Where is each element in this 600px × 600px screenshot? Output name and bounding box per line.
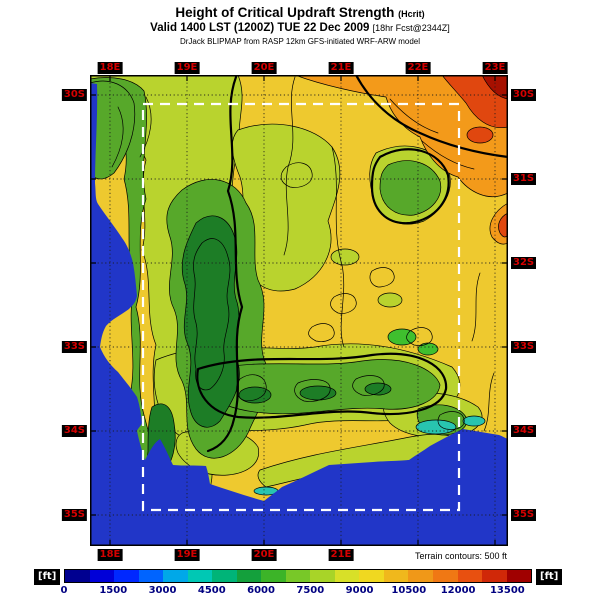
lon-label-bottom-19E: 19E [174, 549, 200, 561]
colorbar-segment [212, 570, 237, 582]
colorbar-segment [482, 570, 507, 582]
colorbar-tick-label: 13500 [489, 585, 525, 596]
colorbar-segment [310, 570, 335, 582]
colorbar-segment [432, 570, 458, 582]
colorbar-tick-label: 1500 [99, 585, 128, 596]
colorbar-tick-label: 6000 [247, 585, 275, 596]
lon-label-bottom-20E: 20E [251, 549, 277, 561]
colorbar-unit-right: [ft] [536, 569, 563, 585]
valid-time-line: Valid 1400 LST (1200Z) TUE 22 Dec 2009 [… [0, 22, 600, 36]
lon-label-top-20E: 20E [251, 62, 277, 74]
forecast-lead-text: [18hr Fcst@2344Z] [372, 22, 450, 33]
lon-label-bottom-18E: 18E [97, 549, 123, 561]
colorbar-segment [359, 570, 384, 582]
colorbar-tick-label: 9000 [345, 585, 374, 596]
colorbar-segment [138, 570, 164, 582]
colorbar-segment [236, 570, 262, 582]
colorbar-segment [89, 570, 115, 582]
terrain-contours-note: Terrain contours: 500 ft [414, 551, 507, 561]
domain-box [141, 102, 461, 512]
lat-label-left-35S: 35S [61, 509, 87, 521]
lon-label-top-21E: 21E [328, 62, 354, 74]
grid-lines [90, 75, 508, 546]
title-text: Height of Critical Updraft Strength [175, 5, 395, 20]
colorbar-tick-label: 0 [60, 585, 68, 596]
lat-label-right-35S: 35S [511, 509, 537, 521]
lat-label-right-33S: 33S [511, 341, 537, 353]
lon-label-top-19E: 19E [174, 62, 200, 74]
lon-label-bottom-21E: 21E [328, 549, 354, 561]
colorbar-tick-label: 4500 [197, 585, 226, 596]
colorbar-segment [408, 570, 433, 582]
lat-label-right-32S: 32S [511, 257, 537, 269]
map-frame [90, 75, 508, 546]
terrain-regions [90, 75, 508, 528]
colorbar-segment [285, 570, 311, 582]
lon-label-top-22E: 22E [405, 62, 431, 74]
colorbar-segment [65, 570, 90, 582]
colorbar-segment [187, 570, 213, 582]
lat-label-right-34S: 34S [511, 425, 537, 437]
colorbar-tick-label: 3000 [148, 585, 177, 596]
colorbar-segment [457, 570, 483, 582]
colorbar-segment [506, 570, 532, 582]
lat-label-left-34S: 34S [61, 425, 87, 437]
colorbar-segment [334, 570, 360, 582]
lon-label-top-23E: 23E [482, 62, 508, 74]
model-credit-line: DrJack BLIPMAP from RASP 12km GFS-initia… [179, 37, 421, 47]
colorbar-tick-label: 12000 [440, 585, 476, 596]
frame-ticks [90, 75, 508, 546]
ocean-region [90, 83, 508, 546]
lat-label-right-30S: 30S [511, 89, 537, 101]
header: Height of Critical Updraft Strength (Hcr… [0, 5, 600, 47]
colorbar-unit-left: [ft] [34, 569, 61, 585]
colorbar-segment [163, 570, 188, 582]
page-title: Height of Critical Updraft Strength (Hcr… [0, 5, 600, 21]
colorbar-segment [114, 570, 139, 582]
colorbar-tick-label: 10500 [391, 585, 427, 596]
colorbar-tick-label: 7500 [296, 585, 325, 596]
lon-label-top-18E: 18E [97, 62, 123, 74]
lat-label-left-33S: 33S [61, 341, 87, 353]
lat-label-left-30S: 30S [61, 89, 87, 101]
forecast-map [90, 75, 508, 546]
colorbar-segment [383, 570, 409, 582]
title-unit: (Hcrit) [398, 9, 425, 19]
colorbar [64, 569, 532, 583]
thick-contours [196, 75, 508, 453]
valid-time-text: Valid 1400 LST (1200Z) TUE 22 Dec 2009 [150, 21, 370, 34]
lat-label-right-31S: 31S [511, 173, 537, 185]
colorbar-segment [261, 570, 286, 582]
colorbar-ticks: 0 1500 3000 4500 6000 7500 9000 10500 12000 13500 [60, 585, 532, 598]
